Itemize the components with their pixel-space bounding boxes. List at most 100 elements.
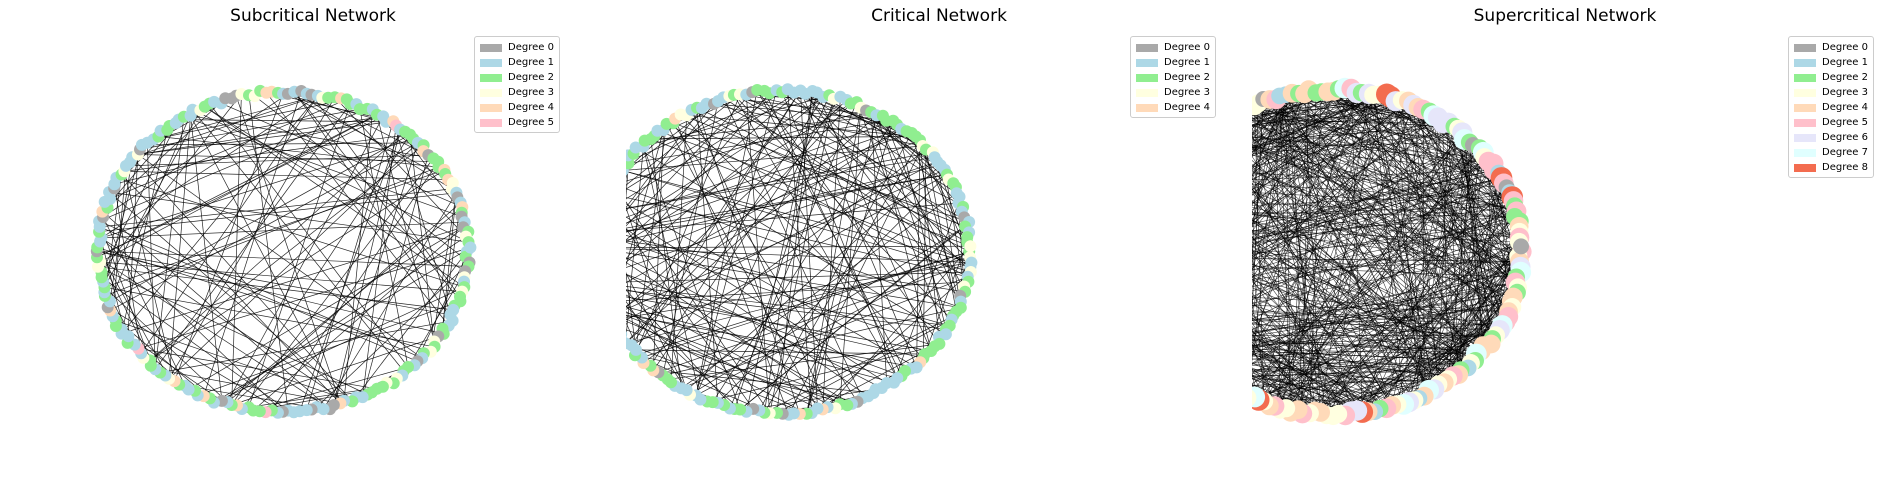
edge [1252,296,1509,312]
legend-item: Degree 1 [1136,55,1210,70]
edge [643,146,701,400]
edge [140,95,319,354]
edge [109,134,411,302]
edge [681,276,968,389]
edge [1252,144,1519,257]
edge [1252,172,1507,188]
legend-item: Degree 8 [1794,160,1868,175]
edge [101,237,345,401]
edge [96,116,384,258]
edge [1252,95,1280,229]
edge [626,91,753,227]
edge [99,188,452,228]
edge [1285,132,1463,409]
edge [1252,220,1521,259]
edge [107,98,226,208]
edge [96,250,444,335]
edge [1269,157,1485,407]
legend-item: Degree 0 [480,40,554,55]
edge [1252,353,1387,409]
legend-label: Degree 6 [1822,132,1868,143]
edge [696,107,719,403]
edge [1279,92,1357,410]
edge [644,115,883,141]
edge [652,129,664,371]
edge [1252,250,1518,288]
edge [634,123,667,356]
edge [1350,88,1363,413]
edge [1458,147,1480,375]
edge [756,89,940,345]
edge [781,92,898,379]
legend-swatch [1136,103,1158,112]
edge [1408,100,1521,273]
edge [101,138,414,239]
edge [1252,273,1369,412]
edge [1252,142,1470,261]
edge [100,114,378,263]
legend-label: Degree 2 [1164,72,1210,83]
edge [756,89,906,372]
edge [104,286,435,348]
edge [1252,117,1439,247]
edge [149,131,406,361]
legend-item: Degree 0 [1794,40,1868,55]
edge [686,114,916,137]
edge [1252,91,1322,134]
edge [96,250,469,267]
edge [1252,213,1522,247]
legend-swatch [1794,133,1816,142]
edge [1332,94,1374,417]
legend-swatch [480,103,502,112]
edge [896,124,947,330]
edge [125,154,429,167]
edge [1252,327,1275,407]
edge [283,93,387,123]
edge [1252,99,1277,138]
legend: Degree 0 Degree 1 Degree 2 Degree 3 Degree 4… [474,36,560,133]
edge [343,109,374,401]
edge [1252,220,1514,298]
edge [1252,109,1424,149]
edge [626,273,902,377]
edge [1252,96,1391,205]
edge [392,121,451,315]
edge [666,123,968,278]
edge [1252,218,1469,369]
edge [1252,295,1439,385]
node [626,330,628,338]
edge [98,221,151,361]
edge [121,226,464,334]
legend-item: Degree 3 [480,85,554,100]
edge [1252,309,1303,414]
edge [1252,347,1375,412]
edge [1252,91,1322,127]
edge [1252,329,1316,412]
edge [316,262,470,408]
edge [1252,163,1494,232]
edge [112,165,127,317]
legend-item: Degree 6 [1794,130,1868,145]
edge [1269,311,1509,407]
edge [1252,126,1455,141]
edge [806,120,894,414]
legend-item: Degree 5 [1794,115,1868,130]
legend-item: Degree 2 [480,70,554,85]
edge [1252,136,1469,369]
edge [430,192,457,352]
edge [626,161,938,268]
edge [115,320,353,402]
edge [190,115,341,404]
edge [1252,345,1484,357]
edge [916,140,921,368]
edge [1252,353,1461,371]
edge [1252,166,1477,355]
edge [1252,206,1517,278]
edge [1252,266,1521,347]
edge [1252,326,1339,415]
edge [1302,89,1309,414]
edge [192,109,404,372]
edge [1453,126,1506,322]
edge [101,93,242,273]
legend-swatch [1136,73,1158,82]
